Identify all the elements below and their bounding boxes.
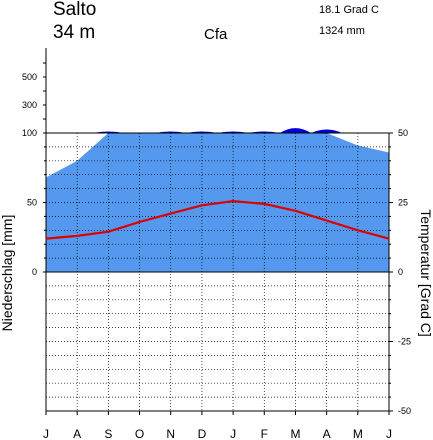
month-label: A [323,427,331,440]
precipitation-area-group [46,128,389,272]
month-label: M [290,427,300,440]
month-label: F [261,427,268,440]
left-tick-label: 500 [22,72,37,82]
right-tick-label: 50 [398,128,408,138]
right-tick-label: 25 [398,198,408,208]
right-tick-label: -50 [398,406,411,416]
month-label: N [166,427,175,440]
month-label: J [43,427,49,440]
precipitation-excess-9 [311,129,343,133]
climate-classification: Cfa [204,26,228,43]
mean-temperature: 18.1 Grad C [319,4,379,16]
tick-group: 0 50 100 300 500 50 25 0 -25 -50 J A S O N D J F M A M J [22,62,411,440]
month-label: D [198,427,207,440]
left-tick-label: 100 [22,128,37,138]
left-tick-label: 0 [32,267,37,277]
month-label: J [386,427,392,440]
left-tick-label: 50 [27,198,37,208]
month-label: S [104,427,112,440]
temperature-line [45,200,390,240]
month-label: A [73,427,81,440]
right-tick-label: -25 [398,337,411,347]
frame-group [45,48,390,412]
left-tick-label: 300 [22,100,37,110]
month-label: M [353,427,363,440]
month-label: O [135,427,144,440]
temperature-axis-label: Temperatur [Grad C] [418,209,433,337]
station-elevation: 34 m [53,22,96,43]
right-tick-label: 0 [398,267,403,277]
station-name: Salto [53,0,97,20]
temperature-line-group [45,200,390,240]
precipitation-excess-8 [279,128,312,133]
annual-precipitation: 1324 mm [319,25,365,37]
month-label: J [230,427,236,440]
precipitation-axis-label: Niederschlag [mm] [0,215,15,332]
